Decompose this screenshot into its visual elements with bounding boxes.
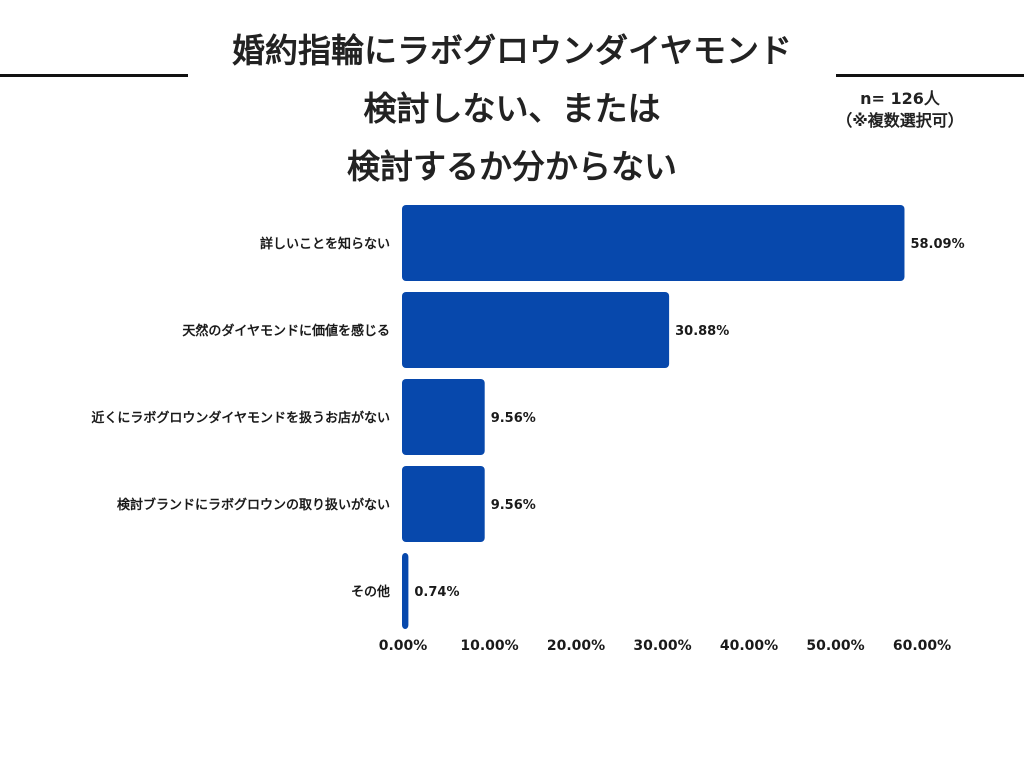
sample-info: n= 126人 （※複数選択可） [800, 88, 1000, 132]
bar-2 [402, 379, 485, 455]
bar-4 [402, 553, 409, 629]
title-rule-right [836, 74, 1024, 77]
bar-0 [402, 205, 905, 281]
category-label-1: 天然のダイヤモンドに価値を感じる [182, 323, 390, 339]
bar-3 [402, 466, 485, 542]
x-tick-label-1: 10.00% [460, 638, 518, 654]
value-label-1: 30.88% [675, 324, 729, 339]
chart-title-line-3: 検討するか分からない [347, 147, 677, 186]
chart-title: 婚約指輪にラボグロウンダイヤモンド 検討しない、または 検討するか分からない [190, 22, 834, 196]
multiple-choice-note: （※複数選択可） [836, 111, 964, 130]
x-tick-label-6: 60.00% [893, 638, 951, 654]
value-label-3: 9.56% [491, 498, 536, 513]
category-label-2: 近くにラボグロウンダイヤモンドを扱うお店がない [91, 410, 390, 426]
x-tick-label-0: 0.00% [379, 638, 428, 654]
x-tick-label-3: 30.00% [633, 638, 691, 654]
title-rule-left [0, 74, 188, 77]
sample-size: n= 126人 [860, 89, 940, 108]
category-label-0: 詳しいことを知らない [260, 236, 390, 252]
x-tick-label-5: 50.00% [806, 638, 864, 654]
bar-1 [402, 292, 670, 368]
value-label-0: 58.09% [910, 237, 964, 252]
chart-title-line-2: 検討しない、または [363, 89, 661, 128]
category-label-3: 検討ブランドにラボグロウンの取り扱いがない [117, 497, 390, 513]
chart-title-line-1: 婚約指輪にラボグロウンダイヤモンド [231, 31, 792, 70]
x-tick-label-4: 40.00% [720, 638, 778, 654]
value-label-4: 0.74% [414, 585, 459, 600]
x-tick-label-2: 20.00% [547, 638, 605, 654]
category-label-4: その他 [351, 584, 390, 600]
value-label-2: 9.56% [491, 411, 536, 426]
